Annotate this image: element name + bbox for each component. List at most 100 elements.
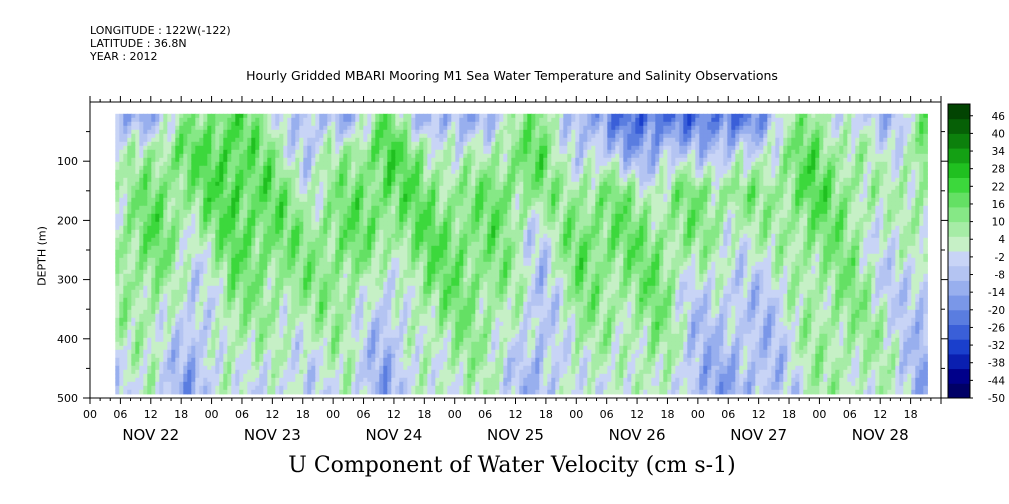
heatmap-cell	[815, 198, 820, 203]
heatmap-cell	[143, 114, 148, 119]
heatmap-cell	[395, 190, 400, 195]
heatmap-cell	[295, 182, 300, 187]
heatmap-cell	[847, 166, 852, 171]
heatmap-cell	[611, 134, 616, 139]
heatmap-cell	[171, 158, 176, 163]
heatmap-cell	[375, 202, 380, 207]
heatmap-cell	[627, 198, 632, 203]
heatmap-cell	[375, 170, 380, 175]
heatmap-cell	[767, 178, 772, 183]
heatmap-cell	[487, 126, 492, 131]
heatmap-cell	[271, 174, 276, 179]
heatmap-cell	[703, 162, 708, 167]
heatmap-cell	[563, 206, 568, 211]
heatmap-cell	[167, 198, 172, 203]
heatmap-cell	[471, 206, 476, 211]
heatmap-cell	[131, 138, 136, 143]
heatmap-cell	[275, 134, 280, 139]
heatmap-cell	[603, 198, 608, 203]
heatmap-cell	[671, 150, 676, 155]
heatmap-cell	[679, 174, 684, 179]
heatmap-cell	[139, 154, 144, 159]
heatmap-cell	[251, 142, 256, 147]
heatmap-cell	[487, 178, 492, 183]
heatmap-cell	[367, 182, 372, 187]
heatmap-cell	[751, 162, 756, 167]
heatmap-cell	[463, 178, 468, 183]
heatmap-cell	[855, 138, 860, 143]
heatmap-cell	[327, 198, 332, 203]
heatmap-cell	[299, 154, 304, 159]
heatmap-cell	[699, 134, 704, 139]
heatmap-cell	[719, 142, 724, 147]
heatmap-cell	[183, 206, 188, 211]
heatmap-cell	[435, 174, 440, 179]
heatmap-cell	[811, 146, 816, 151]
heatmap-cell	[711, 202, 716, 207]
heatmap-cell	[199, 198, 204, 203]
heatmap-cell	[171, 178, 176, 183]
heatmap-cell	[163, 150, 168, 155]
heatmap-cell	[511, 126, 516, 131]
heatmap-cell	[691, 146, 696, 151]
heatmap-cell	[179, 158, 184, 163]
heatmap-cell	[611, 158, 616, 163]
heatmap-cell	[399, 130, 404, 135]
heatmap-cell	[607, 138, 612, 143]
heatmap-cell	[495, 126, 500, 131]
heatmap-cell	[519, 166, 524, 171]
heatmap-cell	[143, 138, 148, 143]
heatmap-cell	[799, 138, 804, 143]
heatmap-cell	[335, 142, 340, 147]
heatmap-cell	[299, 210, 304, 215]
heatmap-cell	[407, 158, 412, 163]
heatmap-cell	[291, 138, 296, 143]
heatmap-cell	[591, 198, 596, 203]
heatmap-cell	[399, 146, 404, 151]
heatmap-cell	[599, 118, 604, 123]
heatmap-cell	[559, 206, 564, 211]
heatmap-cell	[119, 182, 124, 187]
heatmap-cell	[399, 166, 404, 171]
heatmap-cell	[319, 114, 324, 119]
heatmap-cell	[279, 190, 284, 195]
heatmap-cell	[583, 142, 588, 147]
heatmap-cell	[419, 134, 424, 139]
heatmap-cell	[355, 150, 360, 155]
heatmap-cell	[455, 118, 460, 123]
heatmap-cell	[723, 122, 728, 127]
heatmap-cell	[807, 142, 812, 147]
heatmap-cell	[739, 138, 744, 143]
heatmap-cell	[663, 118, 668, 123]
heatmap-cell	[271, 170, 276, 175]
heatmap-cell	[115, 154, 120, 159]
heatmap-cell	[187, 142, 192, 147]
heatmap-cell	[431, 122, 436, 127]
heatmap-cell	[143, 122, 148, 127]
heatmap-cell	[499, 142, 504, 147]
heatmap-cell	[471, 154, 476, 159]
heatmap-cell	[435, 142, 440, 147]
heatmap-cell	[859, 186, 864, 191]
heatmap-cell	[263, 170, 268, 175]
heatmap-cell	[663, 134, 668, 139]
heatmap-cell	[919, 194, 924, 199]
heatmap-cell	[775, 114, 780, 119]
heatmap-cell	[347, 146, 352, 151]
heatmap-cell	[679, 166, 684, 171]
heatmap-cell	[743, 154, 748, 159]
heatmap-cell	[159, 190, 164, 195]
heatmap-cell	[751, 182, 756, 187]
heatmap-cell	[267, 174, 272, 179]
heatmap-cell	[723, 182, 728, 187]
heatmap-cell	[723, 190, 728, 195]
heatmap-cell	[747, 202, 752, 207]
heatmap-cell	[887, 202, 892, 207]
heatmap-cell	[515, 178, 520, 183]
heatmap-cell	[527, 162, 532, 167]
heatmap-cell	[831, 182, 836, 187]
heatmap-cell	[343, 190, 348, 195]
heatmap-cell	[491, 198, 496, 203]
heatmap-cell	[811, 162, 816, 167]
heatmap-cell	[687, 186, 692, 191]
